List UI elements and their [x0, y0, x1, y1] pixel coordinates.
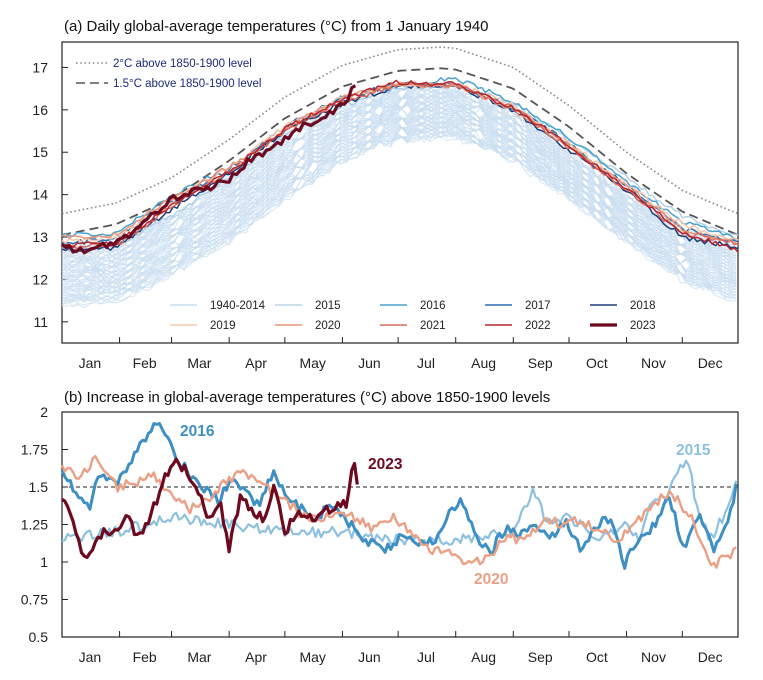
panel-a-y-tick-label: 16: [32, 102, 48, 118]
series-2023: [60, 84, 357, 255]
panel-b-x-label-oct: Oct: [586, 649, 608, 665]
panel-a-x-label-jan: Jan: [79, 355, 102, 371]
panel-b-series-labels: 2015 2016 2020 2023: [180, 423, 711, 588]
panel-b-x-label-mar: Mar: [187, 649, 211, 665]
panel-a-y-tick-label: 17: [32, 59, 48, 75]
panel-b-y-tick-label: 2: [40, 404, 48, 420]
panel-a-legend: 1940-2014 2015 2016 2017 2018 2019 2020 2021 202…: [170, 300, 656, 332]
panel-a-frame: [61, 41, 739, 344]
legend-label-2019: 2019: [210, 320, 236, 332]
panel-b-x-label-feb: Feb: [133, 649, 157, 665]
series-label-2015: 2015: [676, 442, 711, 459]
series-b-2023: [61, 457, 359, 559]
panel-b-y-tick-label: 1.25: [21, 517, 48, 533]
panel-b-x-label-jul: Jul: [417, 649, 435, 665]
panel-a-y-tick-label: 14: [32, 187, 48, 203]
panel-b-x-label-aug: Aug: [471, 649, 496, 665]
panel-b-series: [60, 422, 738, 570]
envelope-1940-2014: [61, 83, 737, 309]
panel-b-title: (b) Increase in global-average temperatu…: [64, 389, 550, 406]
panel-b-x-label-dec: Dec: [698, 649, 723, 665]
line-1940-2014: [61, 99, 737, 270]
panel-b-y-tick-label: 1.5: [29, 479, 49, 495]
reference-line-1-5-c-above-1850-1900-level: [61, 67, 739, 236]
line-1940-2014: [61, 83, 737, 250]
panel-b-y-tick-label: 1.75: [21, 442, 48, 458]
legend-label-2017: 2017: [525, 300, 551, 312]
legend-label-2020: 2020: [315, 320, 341, 332]
series-b-2015: [61, 459, 738, 546]
panel-b-temperature-increase: (b) Increase in global-average temperatu…: [21, 389, 739, 665]
series-2015: [61, 82, 739, 253]
panel-a-y-tick-label: 15: [32, 144, 48, 160]
legend-label-2016: 2016: [420, 300, 446, 312]
series-b-2016: [60, 422, 738, 570]
series-label-2023: 2023: [368, 456, 403, 473]
panel-a-x-label-jul: Jul: [417, 355, 435, 371]
panel-a-title: (a) Daily global-average temperatures (°…: [64, 18, 489, 35]
legend-label-2023: 2023: [630, 320, 656, 332]
panel-a-y-tick-label: 12: [32, 271, 48, 287]
panel-a-x-label-mar: Mar: [187, 355, 211, 371]
series-2022: [61, 79, 739, 253]
panel-a-x-label-aug: Aug: [471, 355, 496, 371]
panel-a-daily-temperatures: (a) Daily global-average temperatures (°…: [32, 18, 739, 371]
legend-label-2018: 2018: [630, 300, 656, 312]
panel-b-x-label-nov: Nov: [641, 649, 666, 665]
panel-b-y-tick-label: 0.5: [29, 629, 49, 645]
panel-a-y-axis: 11 12 13 14 15 16 17: [32, 59, 68, 330]
line-1940-2014: [61, 104, 737, 273]
reference-legend-label: 2°C above 1850-1900 level: [113, 58, 252, 70]
panel-b-x-axis: Jan Feb Mar Apr May Jun Jul Aug Sep Oct Nov Dec: [61, 631, 739, 665]
reference-legend-label: 1.5°C above 1850-1900 level: [113, 78, 261, 90]
panel-a-x-axis: Jan Feb Mar Apr May Jun Jul Aug Sep Oct Nov Dec: [61, 337, 739, 371]
panel-a-x-label-jun: Jun: [358, 355, 381, 371]
panel-b-x-label-apr: Apr: [245, 649, 267, 665]
panel-a-y-tick-label: 13: [32, 229, 48, 245]
series-b-2020: [60, 455, 737, 569]
panel-a-x-label-feb: Feb: [133, 355, 157, 371]
panel-b-y-axis: 0.5 0.75 1 1.25 1.5 1.75 2: [21, 404, 68, 645]
legend-label-1940-2014: 1940-2014: [210, 300, 266, 312]
line-1940-2014: [61, 131, 737, 306]
panel-b-x-label-jan: Jan: [79, 649, 102, 665]
panel-a-x-label-dec: Dec: [698, 355, 723, 371]
panel-b-x-label-may: May: [299, 649, 325, 665]
panel-a-x-label-oct: Oct: [586, 355, 608, 371]
legend-label-2021: 2021: [420, 320, 446, 332]
panel-b-x-label-jun: Jun: [358, 649, 381, 665]
panel-a-x-label-nov: Nov: [641, 355, 666, 371]
panel-a-x-label-apr: Apr: [245, 355, 267, 371]
panel-a-x-label-may: May: [299, 355, 325, 371]
legend-label-2022: 2022: [525, 320, 551, 332]
panel-a-reference-legend: 2°C above 1850-1900 level 1.5°C above 185…: [76, 58, 261, 90]
panel-b-y-tick-label: 1: [40, 554, 48, 570]
series-label-2020: 2020: [474, 571, 508, 588]
panel-a-x-label-sep: Sep: [528, 355, 553, 371]
series-label-2016: 2016: [180, 423, 215, 440]
panel-b-x-label-sep: Sep: [528, 649, 553, 665]
legend-label-2015: 2015: [315, 300, 341, 312]
panel-a-y-tick-label: 11: [33, 314, 48, 330]
panel-a-series: [60, 77, 739, 255]
panel-b-y-tick-label: 0.75: [21, 592, 48, 608]
series-2021: [61, 81, 739, 250]
